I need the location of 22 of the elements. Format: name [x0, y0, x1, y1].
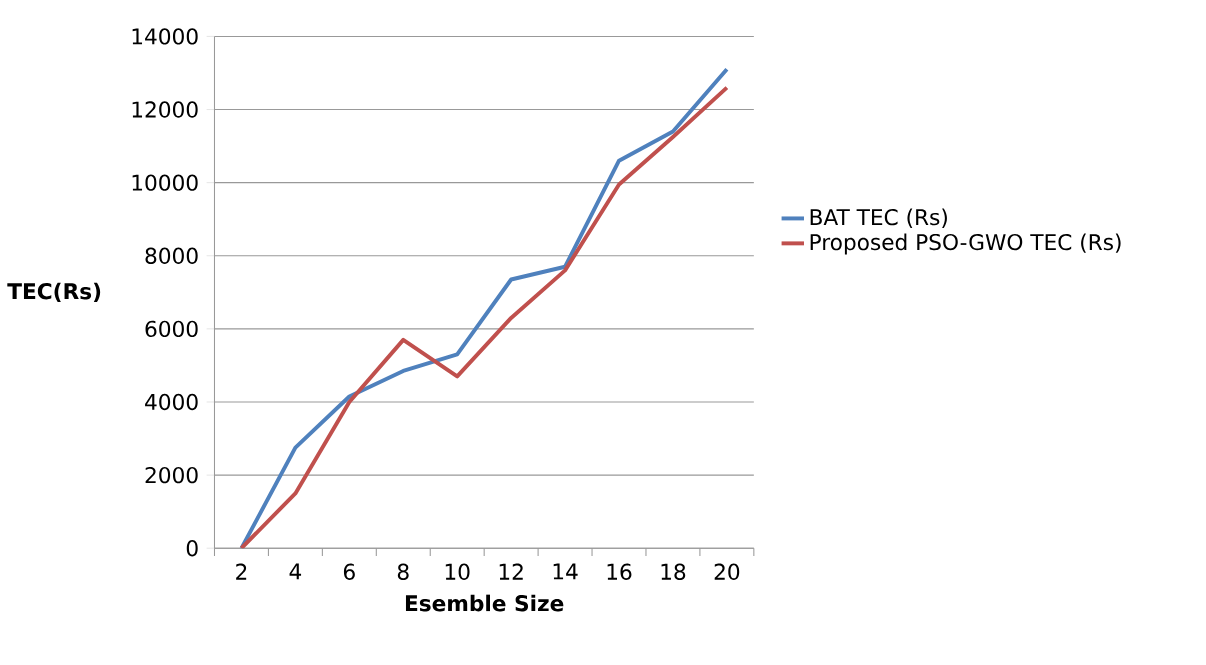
- x-tick-label: 10: [445, 563, 470, 580]
- x-tick-label: 8: [397, 563, 409, 580]
- x-axis-title: Esemble Size: [405, 594, 564, 612]
- y-tick-label: 10000: [132, 174, 198, 191]
- x-tick-label: 12: [499, 563, 523, 580]
- y-tick-label: 12000: [132, 101, 198, 118]
- y-tick-label: 6000: [145, 320, 198, 337]
- x-tick-label: 4: [289, 563, 302, 580]
- legend-label: BAT TEC (Rs): [810, 208, 947, 228]
- x-tick-label: 6: [343, 563, 355, 580]
- y-axis-title: TEC(Rs): [7, 282, 101, 302]
- x-tick-label: 18: [661, 563, 686, 580]
- x-tick-label: 2: [236, 563, 247, 580]
- y-tick-label: 0: [186, 539, 198, 557]
- x-tick-label: 16: [607, 563, 632, 580]
- y-tick-label: 8000: [145, 247, 198, 264]
- legend-label: Proposed PSO-GWO TEC (Rs): [810, 233, 1121, 255]
- x-tick-label: 14: [553, 563, 578, 580]
- x-tick-label: 20: [714, 563, 740, 580]
- y-tick-label: 2000: [145, 466, 198, 484]
- y-tick-label: 14000: [132, 28, 198, 45]
- y-tick-label: 4000: [145, 393, 198, 411]
